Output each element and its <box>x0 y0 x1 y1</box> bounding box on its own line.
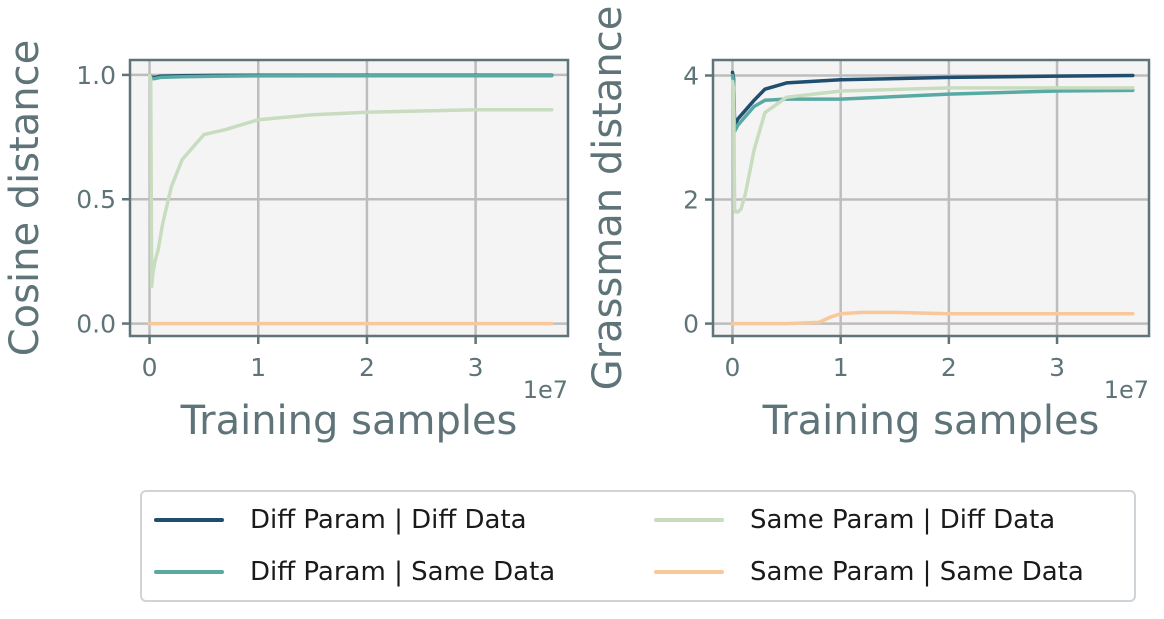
legend-swatch <box>654 518 724 522</box>
legend-entry-same-param-same-data: Same Param | Same Data <box>654 554 1084 590</box>
y-tick-label: 0.5 <box>76 185 116 214</box>
plot-frame <box>711 58 1151 338</box>
y-tick-label: 1.0 <box>76 61 116 90</box>
y-tick-label: 0.0 <box>76 310 116 339</box>
x-exponent-label: 1e7 <box>1104 376 1149 404</box>
x-tick-label: 0 <box>725 353 741 382</box>
y-tick-label: 0 <box>683 310 699 339</box>
legend: Diff Param | Diff Data Diff Param | Same… <box>140 490 1136 602</box>
plot-area <box>713 60 1149 336</box>
y-tick-label: 2 <box>683 186 699 215</box>
legend-swatch <box>154 570 224 574</box>
legend-swatch <box>654 570 724 574</box>
x-tick-label: 1 <box>250 353 266 382</box>
legend-swatch <box>154 518 224 522</box>
x-tick-label: 1 <box>833 353 849 382</box>
x-tick-label: 3 <box>468 353 484 382</box>
y-axis-label: Grassman distance <box>585 6 631 391</box>
series-line-same-param-same-data <box>730 310 1135 326</box>
y-tick-label: 4 <box>683 62 699 91</box>
legend-label: Diff Param | Same Data <box>250 557 556 587</box>
x-tick-label: 2 <box>359 353 375 382</box>
legend-label: Same Param | Same Data <box>750 557 1084 587</box>
legend-entry-same-param-diff-data: Same Param | Diff Data <box>654 502 1055 538</box>
series-line-diff-param-same-data <box>147 73 554 81</box>
series-line-same-param-diff-data <box>147 73 554 289</box>
legend-label: Same Param | Diff Data <box>750 505 1056 535</box>
x-axis-label: Training samples <box>180 398 518 444</box>
x-exponent-label: 1e7 <box>523 376 568 404</box>
y-axis-label: Cosine distance <box>2 40 48 357</box>
legend-entry-diff-param-same-data: Diff Param | Same Data <box>154 554 555 590</box>
x-tick-label: 2 <box>941 353 957 382</box>
x-tick-label: 0 <box>142 353 158 382</box>
legend-entry-diff-param-diff-data: Diff Param | Diff Data <box>154 502 527 538</box>
legend-label: Diff Param | Diff Data <box>250 505 527 535</box>
series-line-same-param-diff-data <box>730 79 1135 214</box>
x-tick-label: 3 <box>1049 353 1065 382</box>
x-axis-label: Training samples <box>762 398 1100 444</box>
